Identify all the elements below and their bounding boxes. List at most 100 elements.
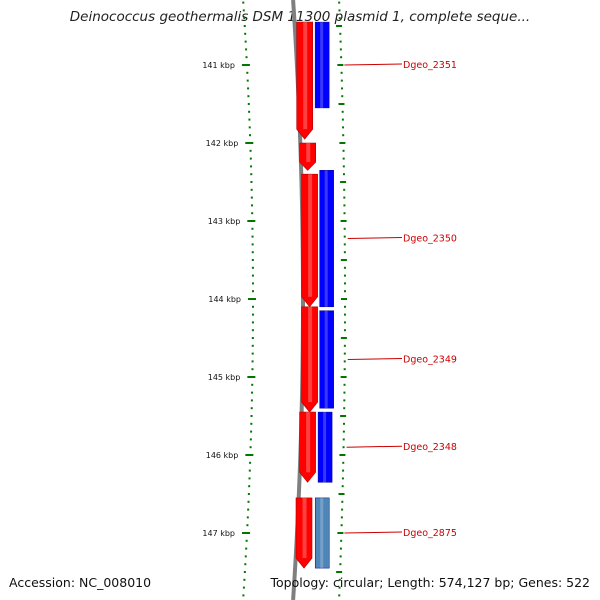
major-tick-right — [340, 220, 347, 222]
minor-tick-right — [343, 352, 346, 355]
minor-tick-left — [250, 430, 253, 433]
minor-tick-left — [249, 149, 252, 152]
minor-tick-right — [342, 149, 345, 152]
minor-tick-right — [342, 134, 345, 137]
minor-tick-right — [343, 321, 346, 324]
minor-tick-right — [343, 227, 346, 230]
minor-tick-left — [249, 461, 252, 464]
minor-tick-left — [251, 329, 254, 332]
minor-tick-left — [247, 87, 250, 90]
minor-tick-left — [242, 586, 245, 589]
minor-tick-right — [342, 461, 345, 464]
minor-tick-right — [339, 40, 342, 43]
minor-tick-left — [250, 407, 253, 410]
minor-tick-left — [251, 266, 254, 269]
reverse-gene-bar — [317, 411, 333, 483]
minor-tick-left — [251, 368, 254, 371]
minor-tick-left — [250, 422, 253, 425]
gene-label: Dgeo_2350 — [403, 234, 457, 245]
minor-tick-left — [251, 383, 254, 386]
forward-gene-highlight — [306, 412, 311, 473]
minor-tick-left — [249, 446, 252, 449]
reverse-gene-highlight — [320, 22, 324, 108]
minor-tick-left — [245, 539, 248, 542]
forward-gene-highlight — [303, 22, 308, 130]
forward-gene-arrow — [301, 306, 318, 413]
reverse-strand-layer — [314, 21, 334, 569]
major-tick-left — [247, 376, 256, 378]
minor-tick-right — [342, 126, 345, 129]
minor-tick-right — [340, 516, 343, 519]
minor-tick-right — [342, 173, 345, 176]
gene-label: Dgeo_2349 — [403, 354, 457, 365]
minor-tick-right — [340, 79, 343, 82]
minor-tick-left — [244, 555, 247, 558]
minor-tick-right — [341, 110, 344, 113]
gene-leader-line — [344, 63, 403, 66]
minor-tick-left — [251, 282, 254, 285]
minor-tick-right — [338, 1, 341, 4]
minor-tick-right — [343, 360, 346, 363]
minor-tick-left — [251, 227, 254, 230]
minor-tick-right — [343, 196, 346, 199]
minor-tick-left — [245, 56, 248, 59]
minor-tick-right — [342, 438, 345, 441]
minor-tick-right — [341, 500, 344, 503]
minor-tick-left — [244, 32, 247, 35]
minor-tick-right — [343, 391, 346, 394]
minor-tick-right — [342, 157, 345, 160]
minor-tick-right — [343, 399, 346, 402]
minor-tick-right — [341, 118, 344, 121]
minor-tick-right — [338, 9, 341, 12]
minor-tick-left — [250, 399, 253, 402]
major-tick-left — [241, 64, 250, 66]
minor-tick-left — [244, 40, 247, 43]
minor-tick-left — [248, 477, 251, 480]
major-tick-right — [337, 64, 344, 66]
gene-leader-line — [347, 357, 403, 360]
minor-tick-left — [249, 438, 252, 441]
minor-tick-left — [248, 126, 251, 129]
minor-tick-left — [250, 415, 253, 417]
minor-tick-right — [343, 368, 346, 371]
reverse-gene-bar — [319, 310, 334, 409]
gene-leader-line — [347, 237, 403, 240]
major-tick-right — [340, 415, 347, 417]
minor-tick-left — [247, 500, 250, 503]
tick-label: 142 kbp — [206, 139, 239, 148]
minor-tick-left — [247, 493, 250, 495]
major-tick-right — [340, 337, 347, 339]
major-tick-left — [242, 532, 251, 534]
minor-tick-left — [251, 290, 254, 293]
forward-strand-layer — [295, 21, 318, 569]
minor-tick-right — [338, 594, 341, 597]
tick-label: 147 kbp — [202, 529, 235, 538]
reverse-gene-highlight — [324, 170, 328, 307]
minor-tick-left — [251, 352, 254, 355]
gene-label: Dgeo_2875 — [403, 528, 457, 539]
minor-tick-right — [339, 555, 342, 558]
minor-tick-left — [251, 204, 254, 207]
forward-gene-arrow — [296, 21, 314, 140]
tick-layer: 141 kbp 142 kbp 143 kbp 144 kbp 145 kbp 146 k… — [202, 1, 347, 597]
minor-tick-right — [339, 48, 342, 51]
minor-tick-left — [251, 391, 254, 394]
major-tick-right — [338, 103, 345, 105]
minor-tick-left — [246, 524, 249, 527]
minor-tick-left — [247, 508, 250, 511]
gene-label: Dgeo_2351 — [403, 60, 457, 71]
gene-leader-line — [346, 445, 403, 448]
accession-text: Accession: NC_008010 — [9, 575, 152, 590]
minor-tick-left — [251, 259, 254, 261]
forward-gene-highlight — [308, 306, 313, 403]
minor-tick-left — [247, 95, 250, 98]
minor-tick-left — [246, 79, 249, 82]
minor-tick-left — [251, 212, 254, 215]
minor-tick-right — [341, 508, 344, 511]
minor-tick-left — [245, 547, 248, 550]
minor-tick-right — [343, 204, 346, 207]
major-tick-right — [336, 25, 343, 27]
minor-tick-left — [250, 181, 253, 183]
minor-tick-left — [243, 578, 246, 581]
